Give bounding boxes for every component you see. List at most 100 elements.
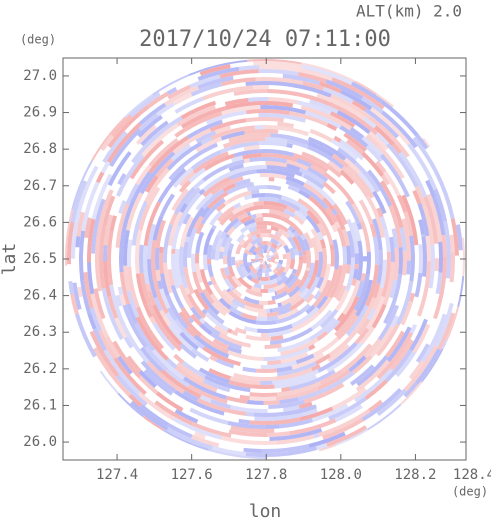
echo-arc bbox=[206, 307, 225, 325]
echo-arc bbox=[311, 403, 349, 423]
echo-arc bbox=[127, 239, 133, 268]
echo-arc bbox=[189, 407, 229, 425]
echo-arc bbox=[159, 193, 175, 218]
echo-arc bbox=[368, 130, 389, 151]
echo-arc bbox=[334, 213, 346, 231]
echo-arc bbox=[193, 288, 210, 311]
echo-arc bbox=[371, 303, 387, 329]
echo-arc bbox=[219, 231, 227, 240]
echo-arc bbox=[300, 233, 307, 241]
echo-arc bbox=[246, 59, 302, 65]
echo-arc bbox=[276, 242, 282, 247]
echo-arc bbox=[179, 343, 198, 359]
echo-arc bbox=[379, 153, 410, 198]
echo-arc bbox=[256, 316, 268, 321]
echo-arc bbox=[152, 322, 176, 351]
echo-arc bbox=[173, 353, 185, 364]
echo-arc bbox=[290, 327, 313, 341]
echo-arc bbox=[255, 213, 263, 218]
echo-arc bbox=[287, 90, 333, 107]
echo-arc bbox=[129, 92, 161, 118]
echo-arc bbox=[246, 129, 279, 135]
echo-arc bbox=[245, 411, 255, 417]
echo-arc bbox=[74, 313, 97, 358]
echo-arc bbox=[144, 345, 169, 372]
echo-arc bbox=[210, 399, 231, 409]
echo-arc bbox=[398, 151, 428, 198]
y-tick-label: 26.7 bbox=[23, 178, 57, 194]
echo-arc bbox=[269, 323, 293, 333]
echo-arc bbox=[246, 185, 268, 192]
echo-arc bbox=[67, 221, 75, 265]
echo-arc bbox=[99, 260, 106, 289]
echo-arc bbox=[379, 216, 388, 230]
echo-arc bbox=[227, 420, 265, 429]
echo-arc bbox=[225, 395, 248, 404]
echo-arc bbox=[182, 390, 199, 402]
echo-arc bbox=[172, 92, 193, 106]
echo-arc bbox=[339, 139, 365, 161]
echo-arc bbox=[329, 244, 335, 252]
echo-arc bbox=[266, 165, 303, 177]
echo-arc bbox=[275, 367, 313, 381]
echo-arc bbox=[293, 152, 329, 173]
echo-arc bbox=[167, 84, 191, 100]
echo-arc bbox=[180, 275, 189, 289]
echo-arc bbox=[117, 286, 124, 296]
echo-arc bbox=[139, 404, 170, 427]
echo-arc bbox=[373, 125, 395, 146]
echo-arc bbox=[228, 209, 246, 223]
echo-arc bbox=[195, 192, 214, 211]
echo-arc bbox=[393, 247, 399, 281]
x-tick-label: 127.8 bbox=[245, 467, 287, 483]
echo-arc bbox=[266, 311, 280, 317]
echo-arc bbox=[70, 293, 79, 315]
echo-arc bbox=[263, 356, 277, 361]
echo-arc bbox=[72, 282, 82, 310]
echo-arc bbox=[298, 208, 309, 218]
echo-arc bbox=[316, 295, 329, 310]
echo-arc bbox=[274, 253, 279, 260]
echo-arc bbox=[233, 372, 276, 381]
echo-arc bbox=[391, 143, 402, 155]
echo-arc bbox=[140, 120, 169, 147]
echo-arc bbox=[313, 433, 320, 439]
echo-arc bbox=[396, 194, 408, 213]
echo-arc bbox=[308, 195, 321, 207]
echo-arc bbox=[418, 244, 423, 274]
echo-arc bbox=[298, 250, 303, 257]
echo-arc bbox=[253, 242, 259, 249]
echo-arc bbox=[386, 142, 419, 188]
echo-arc bbox=[159, 309, 167, 318]
echo-arc bbox=[216, 229, 224, 237]
echo-arc bbox=[258, 149, 295, 157]
echo-arc bbox=[177, 192, 202, 227]
echo-arc bbox=[259, 245, 265, 250]
echo-arc bbox=[258, 141, 288, 148]
echo-arc bbox=[421, 235, 427, 277]
echo-arc bbox=[331, 224, 338, 233]
echo-arc bbox=[231, 275, 243, 288]
echo-arc bbox=[201, 308, 208, 315]
echo-arc bbox=[248, 226, 257, 233]
echo-arc bbox=[143, 303, 153, 318]
echo-arc bbox=[255, 254, 260, 259]
echo-arc bbox=[239, 394, 250, 401]
echo-arc bbox=[352, 355, 373, 375]
echo-arc bbox=[325, 79, 364, 100]
echo-arc bbox=[244, 265, 252, 274]
echo-arc bbox=[217, 205, 236, 223]
echo-arc bbox=[159, 246, 164, 254]
echo-arc bbox=[305, 179, 336, 207]
echo-arc bbox=[183, 241, 189, 268]
echo-arc bbox=[137, 114, 163, 138]
echo-arc bbox=[202, 85, 254, 101]
echo-arc bbox=[209, 118, 247, 132]
echo-arc bbox=[369, 107, 411, 146]
echo-arc bbox=[364, 108, 399, 139]
echo-arc bbox=[195, 340, 205, 350]
echo-arc bbox=[289, 111, 329, 127]
echo-arc bbox=[243, 447, 262, 453]
echo-arc bbox=[174, 390, 225, 416]
echo-arc bbox=[267, 245, 272, 251]
